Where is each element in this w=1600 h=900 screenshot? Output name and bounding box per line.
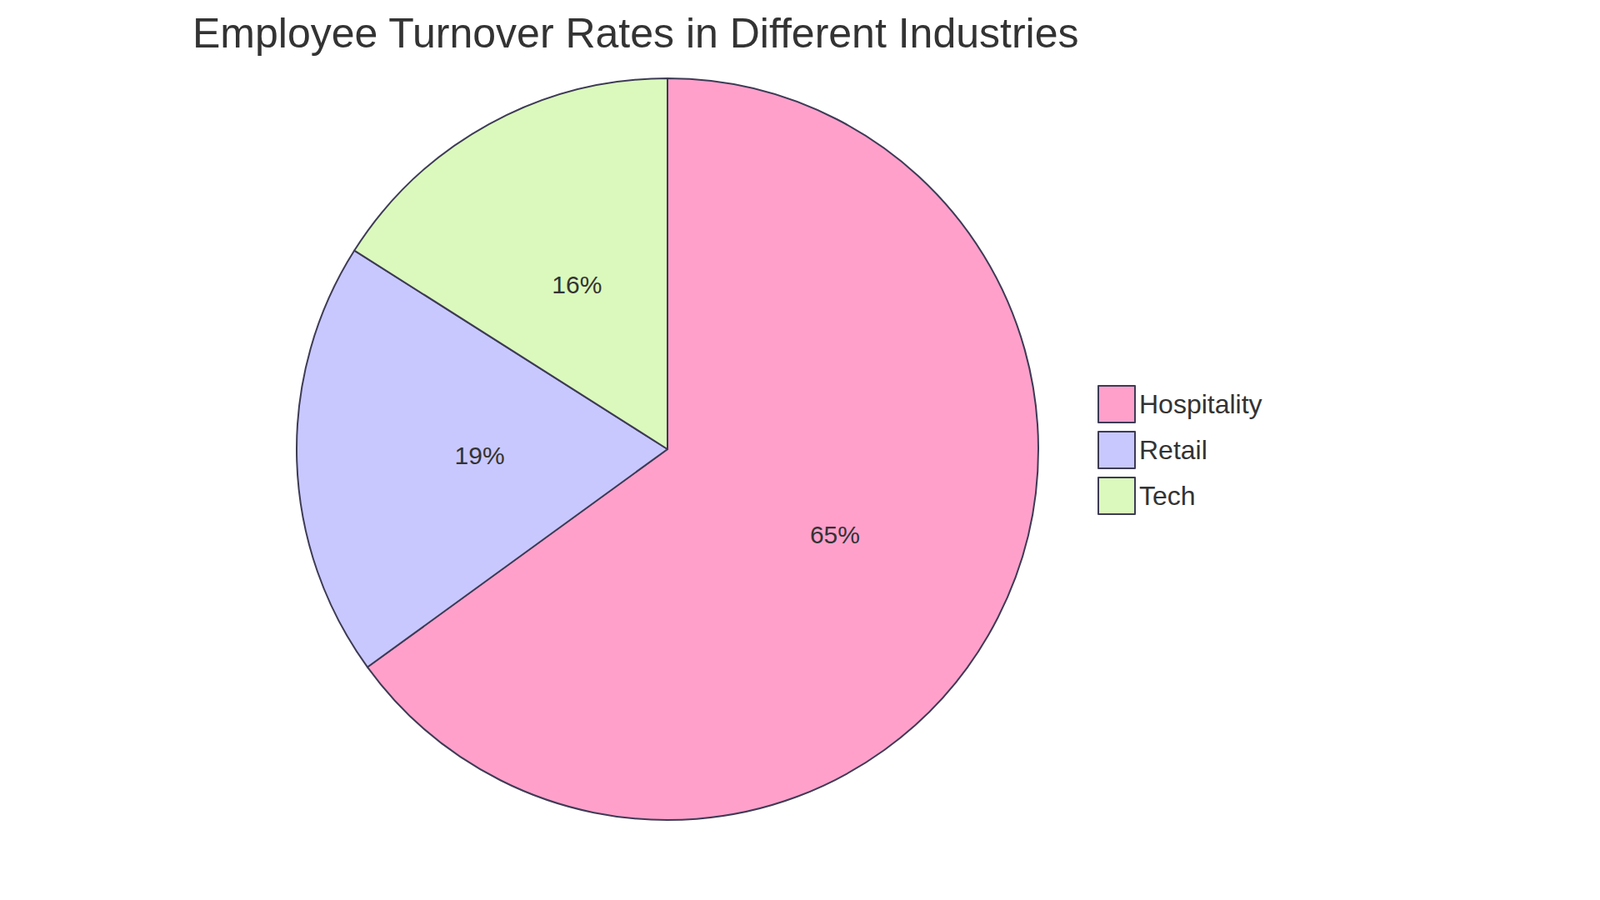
svg-text:65%: 65% xyxy=(810,520,860,549)
svg-text:Hospitality: Hospitality xyxy=(1139,389,1263,420)
svg-text:16%: 16% xyxy=(551,270,602,299)
svg-text:19%: 19% xyxy=(455,441,505,470)
svg-text:Tech: Tech xyxy=(1139,480,1196,511)
svg-text:Retail: Retail xyxy=(1139,435,1208,465)
svg-text:Employee Turnover Rates in Dif: Employee Turnover Rates in Different Ind… xyxy=(192,10,1079,57)
